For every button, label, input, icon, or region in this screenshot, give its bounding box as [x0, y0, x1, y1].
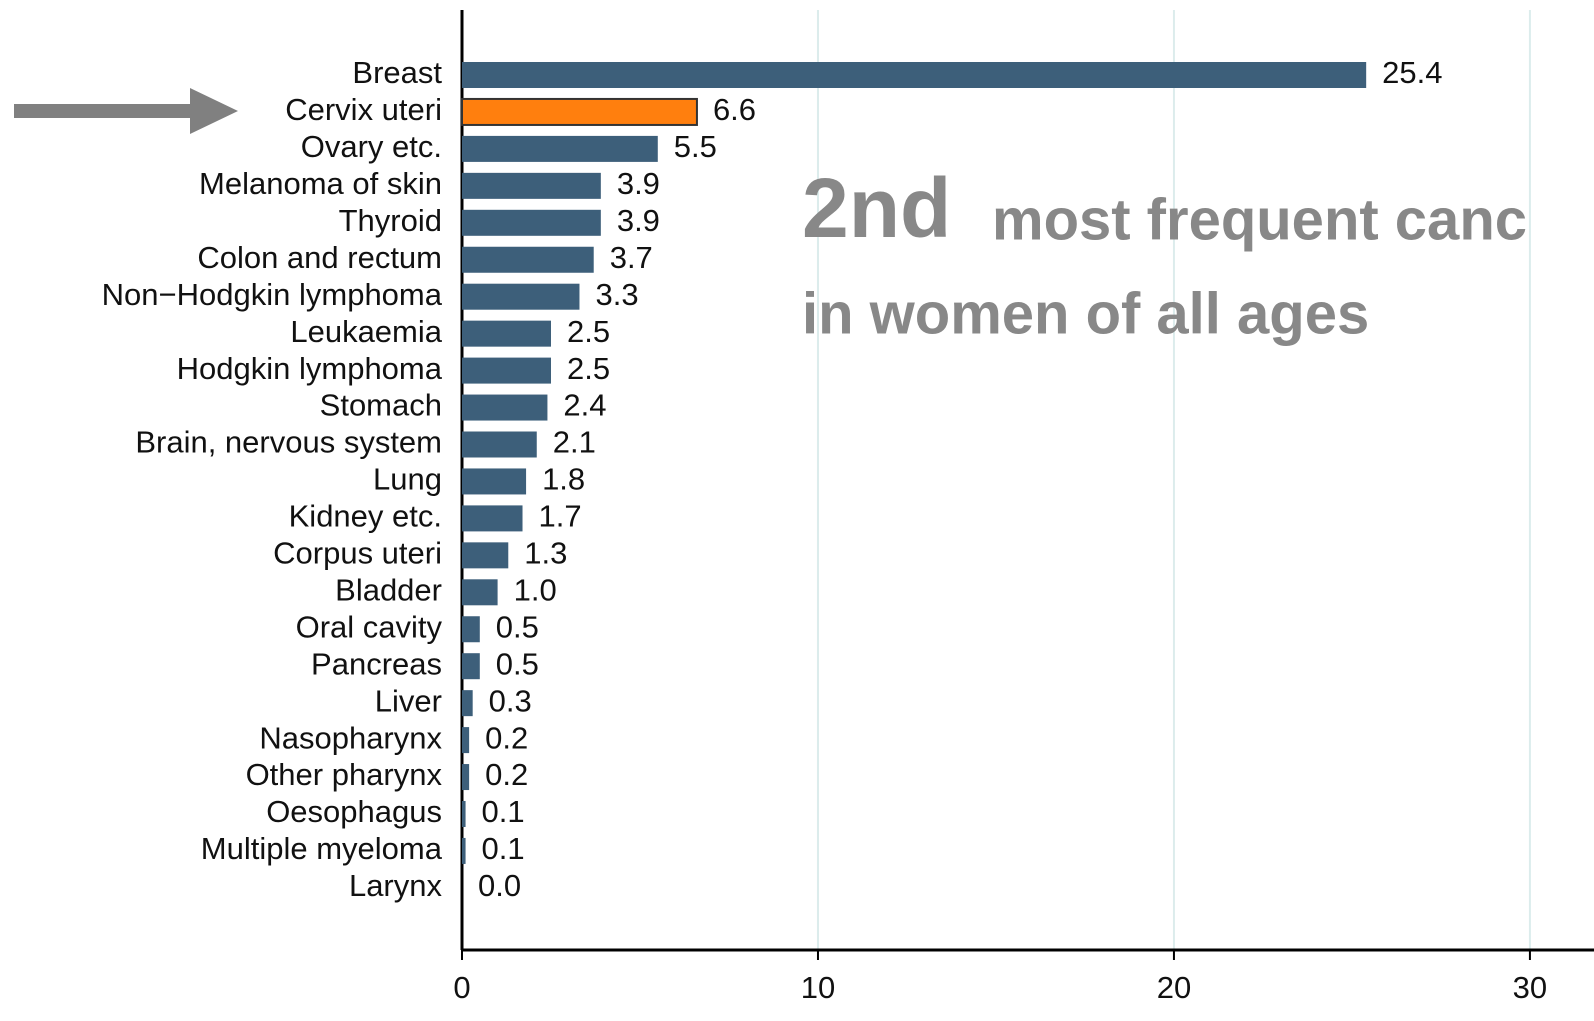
value-label: 0.3	[489, 683, 532, 718]
y-tick-label: Non−Hodgkin lymphoma	[102, 277, 443, 312]
value-label: 0.5	[496, 646, 539, 681]
x-tick-label: 0	[453, 970, 470, 1005]
bar	[462, 394, 548, 421]
y-tick-label: Colon and rectum	[197, 240, 442, 275]
bar	[462, 62, 1367, 88]
value-label: 0.0	[478, 868, 521, 903]
y-tick-label: Cervix uteri	[285, 92, 442, 127]
bar	[462, 801, 466, 827]
bar	[462, 616, 480, 643]
value-label: 2.5	[567, 314, 610, 349]
bar	[462, 357, 551, 384]
value-label: 5.5	[674, 129, 717, 164]
bar	[462, 579, 498, 606]
bar	[462, 320, 551, 347]
x-tick-label: 10	[801, 970, 835, 1005]
y-tick-label: Oral cavity	[296, 609, 443, 644]
annotation-rank: 2nd	[802, 161, 951, 255]
y-tick-label: Leukaemia	[290, 314, 442, 349]
bar	[462, 653, 480, 680]
x-tick-label: 20	[1157, 970, 1191, 1005]
value-label: 1.3	[524, 536, 567, 571]
y-tick-label: Melanoma of skin	[199, 166, 442, 201]
bar	[462, 283, 580, 310]
bar	[461, 97, 698, 126]
y-tick-label: Hodgkin lymphoma	[177, 351, 443, 386]
bar	[462, 431, 537, 458]
bar	[462, 172, 601, 199]
y-tick-label: Liver	[375, 683, 442, 718]
value-label: 0.1	[482, 831, 525, 866]
value-label: 0.5	[496, 609, 539, 644]
value-label: 3.9	[617, 166, 660, 201]
bar	[462, 468, 527, 495]
arrow	[14, 88, 238, 134]
y-tick-label: Breast	[352, 55, 442, 90]
value-label: 6.6	[713, 92, 756, 127]
value-label: 25.4	[1382, 55, 1442, 90]
y-tick-label: Multiple myeloma	[201, 831, 443, 866]
value-label: 3.3	[595, 277, 638, 312]
value-label: 0.2	[485, 757, 528, 792]
y-tick-label: Corpus uteri	[273, 536, 442, 571]
value-label: 0.2	[485, 720, 528, 755]
annotation-line2: in women of all ages	[802, 281, 1369, 346]
bar	[462, 505, 523, 532]
value-label: 2.5	[567, 351, 610, 386]
bar	[462, 690, 473, 717]
bar	[462, 542, 509, 569]
bar	[462, 209, 601, 236]
value-label: 1.0	[514, 572, 557, 607]
value-label: 2.4	[563, 388, 606, 423]
y-tick-label: Brain, nervous system	[135, 425, 442, 460]
value-label: 1.8	[542, 462, 585, 497]
y-tick-label: Larynx	[349, 868, 443, 903]
y-tick-label: Thyroid	[339, 203, 442, 238]
value-label: 0.1	[482, 794, 525, 829]
y-tick-label: Ovary etc.	[301, 129, 442, 164]
y-tick-label: Bladder	[335, 572, 442, 607]
bar	[462, 764, 470, 791]
x-tick-label: 30	[1513, 970, 1547, 1005]
y-tick-label: Kidney etc.	[289, 499, 442, 534]
bar	[462, 727, 470, 754]
y-tick-label: Nasopharynx	[259, 720, 442, 755]
bar	[462, 135, 658, 162]
bar	[462, 837, 466, 864]
y-tick-label: Stomach	[320, 388, 442, 423]
y-tick-label: Oesophagus	[266, 794, 442, 829]
bar	[462, 246, 594, 273]
value-label: 2.1	[553, 425, 596, 460]
y-tick-label: Pancreas	[311, 646, 442, 681]
y-tick-label: Lung	[373, 462, 442, 497]
value-label: 3.7	[610, 240, 653, 275]
annotation-line1: most frequent canc	[992, 187, 1527, 252]
value-label: 1.7	[539, 499, 582, 534]
value-label: 3.9	[617, 203, 660, 238]
y-tick-label: Other pharynx	[246, 757, 443, 792]
